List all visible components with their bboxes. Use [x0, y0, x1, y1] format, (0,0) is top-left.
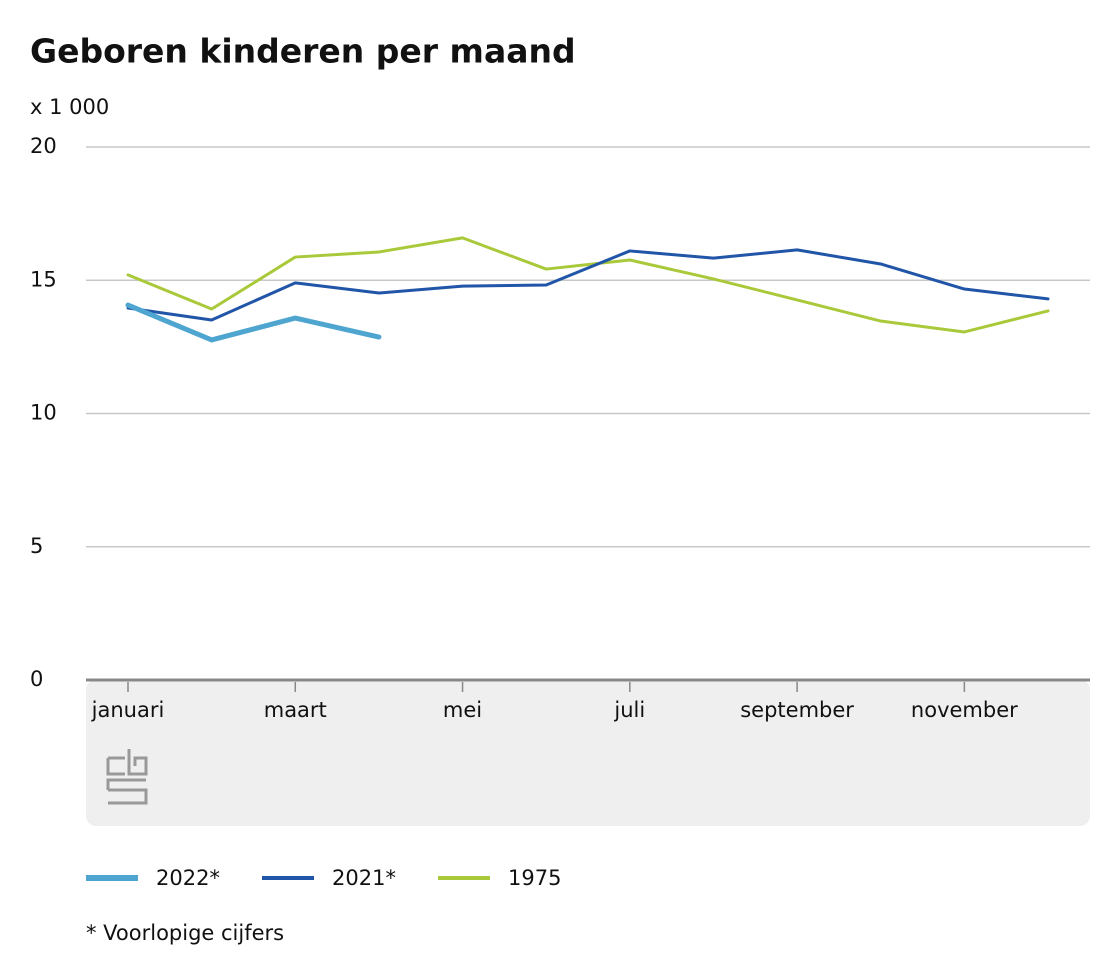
y-tick-label: 15	[30, 267, 57, 291]
y-axis-label: x 1 000	[30, 95, 109, 119]
x-axis-panel	[86, 680, 1090, 826]
x-tick-label: januari	[91, 698, 165, 722]
x-tick-label: maart	[264, 698, 327, 722]
x-tick-label: mei	[443, 698, 482, 722]
y-tick-label: 5	[30, 534, 43, 558]
x-tick-label: juli	[613, 698, 645, 722]
legend-label: 2022*	[156, 866, 220, 890]
legend-label: 1975	[508, 866, 561, 890]
y-tick-label: 10	[30, 401, 57, 425]
y-tick-label: 0	[30, 667, 43, 691]
footnote: * Voorlopige cijfers	[86, 921, 284, 945]
x-tick-label: november	[911, 698, 1018, 722]
chart-title: Geboren kinderen per maand	[30, 32, 576, 71]
legend-label: 2021*	[332, 866, 396, 890]
x-tick-label: september	[740, 698, 854, 722]
series-line	[126, 248, 1050, 322]
logo	[106, 749, 148, 805]
series-line	[126, 236, 1050, 334]
series-line	[125, 302, 382, 343]
y-tick-label: 20	[30, 134, 57, 158]
